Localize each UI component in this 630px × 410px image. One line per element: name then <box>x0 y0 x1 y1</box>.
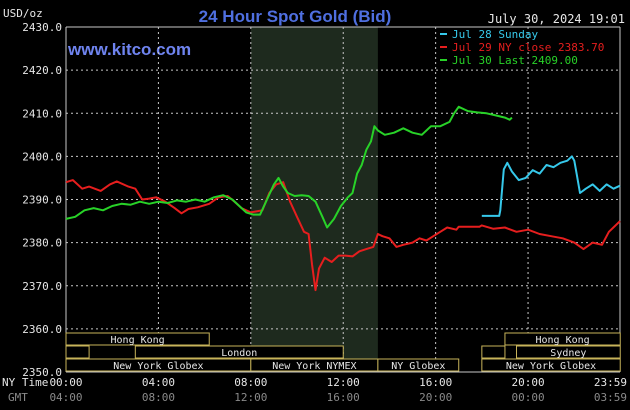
gmt-label: GMT <box>8 391 28 404</box>
session-label: Hong Kong <box>535 335 589 346</box>
x-tick-label-gmt: 03:59 <box>594 391 627 404</box>
session-label: New York NYMEX <box>272 361 356 372</box>
source-watermark[interactable]: www.kitco.com <box>67 40 191 59</box>
y-tick-label: 2390.0 <box>22 194 62 207</box>
session-bar <box>481 345 506 359</box>
session-bar <box>516 345 621 359</box>
y-tick-label: 2400.0 <box>22 150 62 163</box>
series-line-1 <box>481 155 621 217</box>
y-tick-label: 2410.0 <box>22 107 62 120</box>
series-line-3 <box>65 105 513 229</box>
session-label: London <box>221 348 257 359</box>
legend-entry: Jul 29 NY close 2383.70 <box>452 41 604 54</box>
chart-title: 24 Hour Spot Gold (Bid) <box>199 7 392 26</box>
y-unit-label: USD/oz <box>3 7 43 20</box>
x-tick-label-gmt: 00:00 <box>511 391 544 404</box>
y-tick-label: 2350.0 <box>22 366 62 379</box>
series-line-2 <box>65 179 621 292</box>
session-label: NY Globex <box>391 361 445 372</box>
session-bar <box>504 332 621 346</box>
y-tick-label: 2380.0 <box>22 237 62 250</box>
session-bar <box>377 358 460 372</box>
chart-timestamp: July 30, 2024 19:01 <box>488 12 625 26</box>
y-tick-label: 2370.0 <box>22 280 62 293</box>
y-tick-label: 2420.0 <box>22 64 62 77</box>
y-tick-label: 2360.0 <box>22 323 62 336</box>
legend-entry: Jul 28 Sunday <box>452 28 538 41</box>
session-label: Sydney <box>550 348 586 359</box>
x-tick-label-ny: 23:59 <box>594 376 627 389</box>
x-tick-label-gmt: 08:00 <box>142 391 175 404</box>
x-tick-label-ny: 12:00 <box>327 376 360 389</box>
session-bar <box>65 345 90 359</box>
session-bar <box>134 345 344 359</box>
x-tick-label-gmt: 16:00 <box>327 391 360 404</box>
x-tick-label-ny: 04:00 <box>142 376 175 389</box>
session-bar <box>65 332 210 346</box>
x-tick-label-gmt: 04:00 <box>49 391 82 404</box>
x-tick-label-ny: 20:00 <box>511 376 544 389</box>
session-label: New York Globex <box>506 361 596 372</box>
session-bar <box>481 358 621 372</box>
x-tick-label-gmt: 20:00 <box>419 391 452 404</box>
y-tick-label: 2430.0 <box>22 21 62 34</box>
x-tick-label-gmt: 12:00 <box>234 391 267 404</box>
session-label: New York Globex <box>113 361 203 372</box>
ny-time-label: NY Time <box>2 376 48 389</box>
x-tick-label-ny: 16:00 <box>419 376 452 389</box>
legend-entry: Jul 30 Last 2409.00 <box>452 54 578 67</box>
x-tick-label-ny: 08:00 <box>234 376 267 389</box>
session-label: Hong Kong <box>111 335 165 346</box>
x-tick-label-ny: 00:00 <box>49 376 82 389</box>
